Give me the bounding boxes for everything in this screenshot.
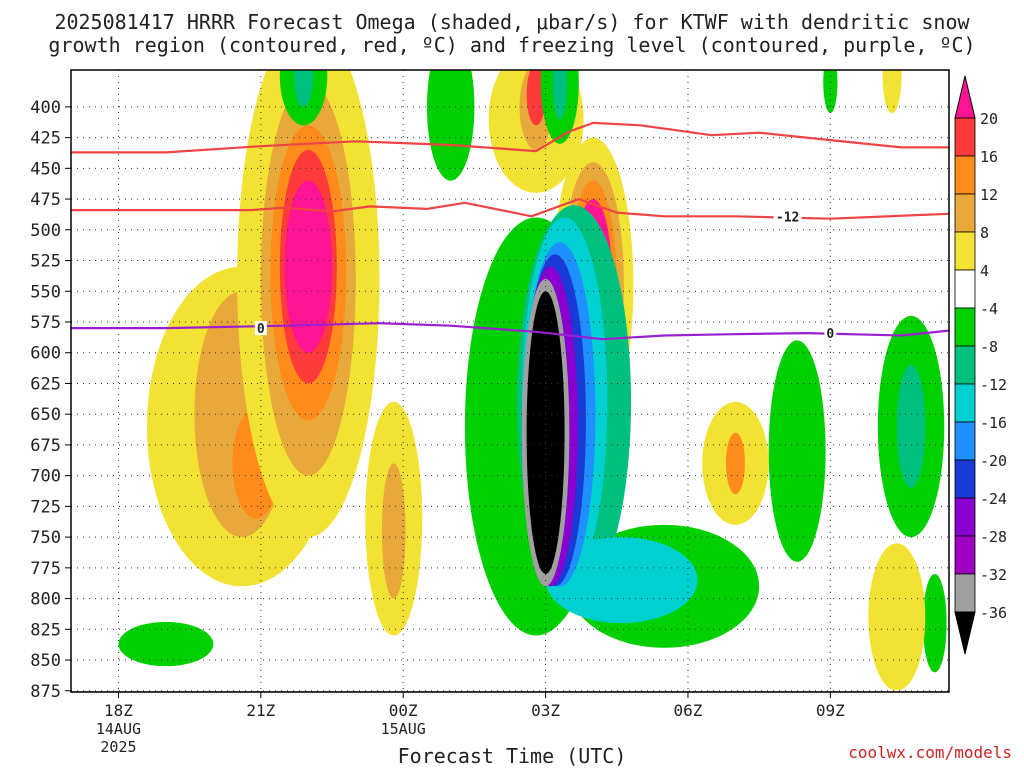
colorbar-label: 16	[980, 148, 998, 166]
colorbar-segment-13	[954, 573, 976, 613]
x-axis-title: Forecast Time (UTC)	[397, 744, 627, 768]
colorbar-segment-3	[954, 193, 976, 233]
chart-title-line-2: growth region (contoured, red, ºC) and f…	[48, 33, 976, 57]
temperature-contours: -12 0 0	[71, 121, 949, 342]
colorbar-label: -4	[980, 300, 998, 318]
omega-blob-28	[526, 291, 565, 574]
omega-blob-41	[823, 70, 838, 114]
contour-label: 0	[826, 327, 834, 342]
x-tick-label-06Z: 06Z	[674, 701, 703, 720]
y-tick-label-750: 750	[30, 528, 61, 548]
contour-line-0	[71, 121, 949, 154]
y-tick-label-625: 625	[30, 374, 61, 394]
omega-blob-12	[526, 70, 546, 126]
colorbar-label: -20	[980, 452, 1007, 470]
omega-shading	[118, 70, 947, 690]
y-tick-label-550: 550	[30, 282, 61, 302]
colorbar-label: -32	[980, 566, 1007, 584]
omega-blob-18	[725, 432, 745, 495]
y-tick-label-475: 475	[30, 190, 61, 210]
omega-blob-30	[768, 340, 826, 562]
omega-blob-39	[294, 70, 314, 107]
y-tick-label-450: 450	[30, 159, 61, 179]
x-tick-label-21Z: 21Z	[246, 701, 275, 720]
omega-blob-29	[118, 621, 214, 667]
chart-title-line-1: 2025081417 HRRR Forecast Omega (shaded, …	[54, 10, 970, 34]
contour-label-bg	[773, 209, 802, 224]
omega-blob-33	[922, 573, 947, 673]
y-tick-label-700: 700	[30, 467, 61, 487]
contour-label-bg	[254, 321, 267, 336]
y-tick-label-650: 650	[30, 405, 61, 425]
colorbar-segment-2	[954, 155, 976, 195]
y-tick-label-600: 600	[30, 344, 61, 364]
colorbar-label: -24	[980, 490, 1007, 508]
colorbar-segment-12	[954, 535, 976, 575]
colorbar-label: 20	[980, 110, 998, 128]
colorbar-segment-9	[954, 421, 976, 461]
grid-lines	[71, 70, 949, 692]
colorbar-bottom-arrow	[954, 611, 976, 655]
x-tick-label-00Z: 00Z	[389, 701, 418, 720]
contour-line-1	[71, 198, 949, 220]
x-tick-date: 14AUG	[96, 720, 141, 738]
colorbar-segment-4	[954, 231, 976, 271]
y-tick-label-675: 675	[30, 436, 61, 456]
colorbar-label: 4	[980, 262, 989, 280]
colorbar-segment-11	[954, 497, 976, 537]
y-tick-label-575: 575	[30, 313, 61, 333]
credit-link[interactable]: coolwx.com/models	[848, 743, 1012, 762]
y-tick-label-800: 800	[30, 590, 61, 610]
y-tick-label-425: 425	[30, 129, 61, 149]
y-tick-label-400: 400	[30, 98, 61, 118]
y-tick-label-850: 850	[30, 651, 61, 671]
y-tick-label-725: 725	[30, 497, 61, 517]
y-tick-label-500: 500	[30, 221, 61, 241]
y-tick-label-825: 825	[30, 620, 61, 640]
omega-blob-32	[896, 365, 926, 488]
y-tick-label-525: 525	[30, 252, 61, 272]
y-tick-label-775: 775	[30, 559, 61, 579]
y-axis-ticks: 400 425 450 475 500 525 550 575 600 625 650 675 700 7…	[30, 98, 71, 702]
colorbar-segment-8	[954, 383, 976, 423]
colorbar-segment-7	[954, 345, 976, 385]
colorbar-segment-5	[954, 269, 976, 309]
contour-label: 0	[257, 322, 265, 337]
omega-blob-9	[381, 463, 406, 599]
colorbar-segment-10	[954, 459, 976, 499]
colorbar: 20 16 12 8 4 -4 -8 -12 -16 -20 -24 -28 -32 -36	[954, 75, 1007, 655]
x-tick-label-18Z: 18Z	[104, 701, 133, 720]
colorbar-label: 8	[980, 224, 989, 242]
plot-frame	[70, 69, 950, 693]
colorbar-label: 12	[980, 186, 998, 204]
x-tick-label-03Z: 03Z	[531, 701, 560, 720]
colorbar-label: -36	[980, 604, 1007, 622]
omega-blob-35	[426, 70, 475, 181]
contour-label-bg	[824, 326, 837, 341]
colorbar-segment-6	[954, 307, 976, 347]
colorbar-top-arrow	[954, 75, 976, 119]
x-tick-year: 2025	[100, 738, 136, 756]
colorbar-segment-1	[954, 117, 976, 157]
colorbar-label: -12	[980, 376, 1007, 394]
omega-blob-7	[284, 180, 333, 353]
omega-blob-37	[552, 70, 567, 120]
omega-blob-34	[868, 543, 926, 690]
contour-label: -12	[776, 210, 799, 225]
colorbar-label: -8	[980, 338, 998, 356]
colorbar-label: -28	[980, 528, 1007, 546]
x-tick-date: 15AUG	[381, 720, 426, 738]
y-tick-label-875: 875	[30, 682, 61, 702]
colorbar-label: -16	[980, 414, 1007, 432]
x-tick-label-09Z: 09Z	[816, 701, 845, 720]
omega-blob-40	[882, 70, 902, 114]
